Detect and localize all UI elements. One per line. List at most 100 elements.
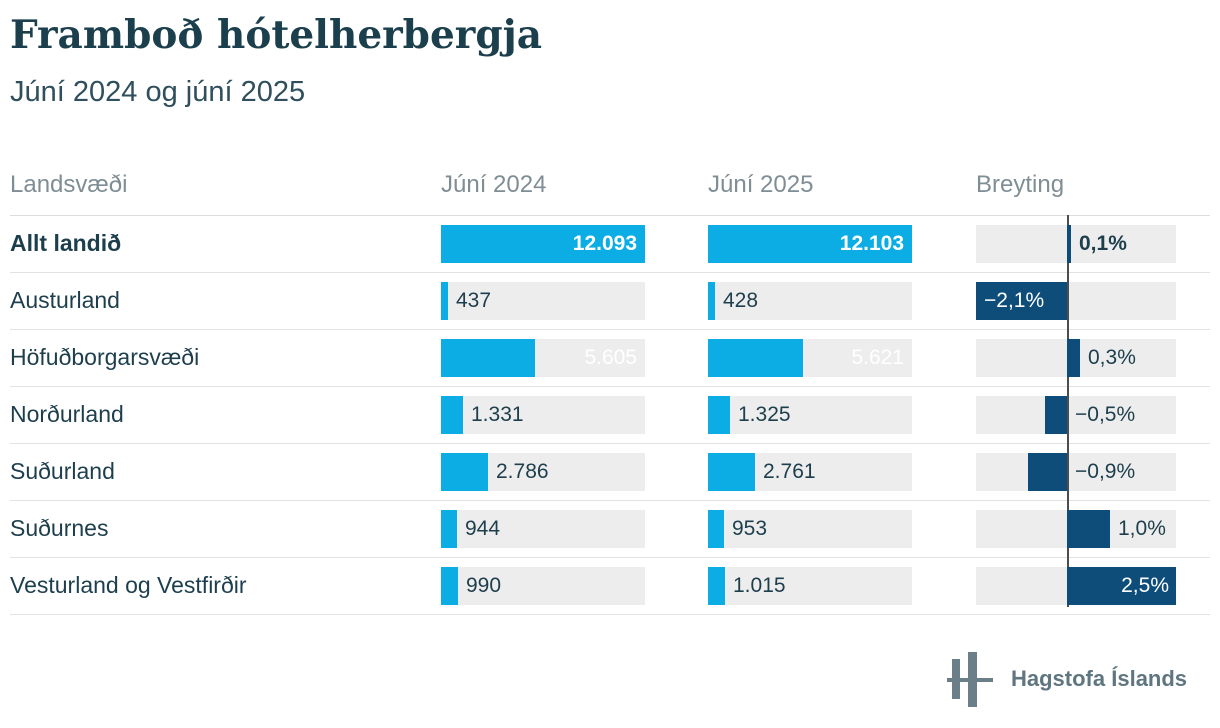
value-bar <box>708 509 724 548</box>
value-bar <box>708 566 725 605</box>
region-label: Austurland <box>10 287 120 314</box>
bar-track: 2.761 <box>708 452 912 491</box>
value-bar <box>441 509 457 548</box>
change-bar <box>1028 452 1067 491</box>
bar-track: 2.786 <box>441 452 645 491</box>
bar-cell-change: −0,5% <box>976 395 1210 434</box>
value-bar <box>441 395 463 434</box>
table-row: Suðurnes 944 953 1,0% <box>10 501 1210 558</box>
change-bar <box>976 281 1067 320</box>
value-label: 437 <box>456 288 492 312</box>
bar-cell-june-2025: 1.015 <box>708 566 976 605</box>
logo-bar-horizontal <box>947 678 993 682</box>
bar-track: 12.103 <box>708 224 912 263</box>
change-bar-track: 2,5% <box>976 566 1176 605</box>
change-label: −0,5% <box>1075 402 1136 426</box>
change-label: 1,0% <box>1118 516 1166 540</box>
bar-cell-change: 0,3% <box>976 338 1210 377</box>
value-bar <box>708 395 730 434</box>
subtitle: Júní 2024 og júní 2025 <box>10 75 306 108</box>
change-label: 0,1% <box>1079 231 1127 255</box>
change-bar <box>1045 395 1067 434</box>
value-label: 5.605 <box>584 345 637 369</box>
value-label: 1.331 <box>471 402 524 426</box>
change-bar-track: 0,1% <box>976 224 1176 263</box>
value-label: 1.325 <box>738 402 791 426</box>
bar-track: 1.331 <box>441 395 645 434</box>
table-row: Höfuðborgarsvæði 5.605 5.621 0,3% <box>10 330 1210 387</box>
value-label: 428 <box>723 288 759 312</box>
value-bar <box>441 338 535 377</box>
change-label: 2,5% <box>1121 573 1169 597</box>
value-label: 990 <box>466 573 502 597</box>
bar-track: 944 <box>441 509 645 548</box>
value-label: 2.786 <box>496 459 549 483</box>
change-zero-axis-line <box>1067 214 1069 607</box>
region-label: Allt landið <box>10 230 122 257</box>
column-header-breyting: Breyting <box>976 170 1065 198</box>
change-label: −0,9% <box>1075 459 1136 483</box>
bar-cell-june-2025: 428 <box>708 281 976 320</box>
footer: Hagstofa Íslands <box>947 648 1187 710</box>
column-header-june-2024: Júní 2024 <box>441 170 547 198</box>
value-bar <box>708 281 715 320</box>
bar-cell-june-2024: 437 <box>441 281 708 320</box>
value-bar <box>441 452 488 491</box>
bar-cell-june-2024: 1.331 <box>441 395 708 434</box>
table-row: Allt landið 12.093 12.103 0,1% <box>10 216 1210 273</box>
bar-cell-june-2025: 2.761 <box>708 452 976 491</box>
table-body: Allt landið 12.093 12.103 0,1% Austurlan… <box>10 216 1210 615</box>
bar-cell-change: 1,0% <box>976 509 1210 548</box>
bar-cell-change: 2,5% <box>976 566 1210 605</box>
table-header-row: Landsvæði Júní 2024 Júní 2025 Breyting <box>10 155 1210 216</box>
bar-track: 5.605 <box>441 338 645 377</box>
change-label: 0,3% <box>1088 345 1136 369</box>
region-label: Höfuðborgarsvæði <box>10 344 200 371</box>
region-label: Norðurland <box>10 401 124 428</box>
bar-cell-june-2025: 12.103 <box>708 224 976 263</box>
bar-cell-june-2024: 990 <box>441 566 708 605</box>
bar-track: 5.621 <box>708 338 912 377</box>
table-row: Austurland 437 428 −2,1% <box>10 273 1210 330</box>
table-row: Norðurland 1.331 1.325 −0,5% <box>10 387 1210 444</box>
bar-cell-june-2024: 944 <box>441 509 708 548</box>
region-label: Suðurland <box>10 458 115 485</box>
change-bar-track: −2,1% <box>976 281 1176 320</box>
footer-brand-label: Hagstofa Íslands <box>1011 666 1188 691</box>
value-label: 953 <box>732 516 768 540</box>
bar-cell-june-2025: 5.621 <box>708 338 976 377</box>
value-bar <box>441 224 645 263</box>
bar-track: 990 <box>441 566 645 605</box>
change-bar-track: 1,0% <box>976 509 1176 548</box>
page-title: Framboð hótelherbergja <box>10 12 542 58</box>
bar-cell-june-2024: 5.605 <box>441 338 708 377</box>
bar-cell-change: 0,1% <box>976 224 1210 263</box>
change-bar <box>1067 509 1110 548</box>
value-bar <box>708 338 803 377</box>
hagstofa-islands-logo-icon <box>947 648 997 710</box>
value-label: 5.621 <box>851 345 904 369</box>
bar-track: 953 <box>708 509 912 548</box>
bar-cell-june-2024: 2.786 <box>441 452 708 491</box>
bar-cell-june-2024: 12.093 <box>441 224 708 263</box>
value-bar <box>708 224 912 263</box>
table-row: Suðurland 2.786 2.761 −0,9% <box>10 444 1210 501</box>
bar-track: 1.325 <box>708 395 912 434</box>
change-bar <box>1067 338 1080 377</box>
table-row: Vesturland og Vestfirðir 990 1.015 2,5% <box>10 558 1210 615</box>
change-label: −2,1% <box>984 288 1045 312</box>
bar-cell-change: −0,9% <box>976 452 1210 491</box>
bar-cell-june-2025: 1.325 <box>708 395 976 434</box>
bar-cell-change: −2,1% <box>976 281 1210 320</box>
region-label: Vesturland og Vestfirðir <box>10 572 247 599</box>
value-label: 2.761 <box>763 459 816 483</box>
hotel-rooms-table: Landsvæði Júní 2024 Júní 2025 Breyting A… <box>10 155 1210 615</box>
change-bar-track: 0,3% <box>976 338 1176 377</box>
change-bar-track: −0,5% <box>976 395 1176 434</box>
value-label: 944 <box>465 516 501 540</box>
column-header-june-2025: Júní 2025 <box>708 170 814 198</box>
column-header-landsvaedi: Landsvæði <box>10 170 128 198</box>
value-label: 1.015 <box>733 573 786 597</box>
bar-track: 12.093 <box>441 224 645 263</box>
